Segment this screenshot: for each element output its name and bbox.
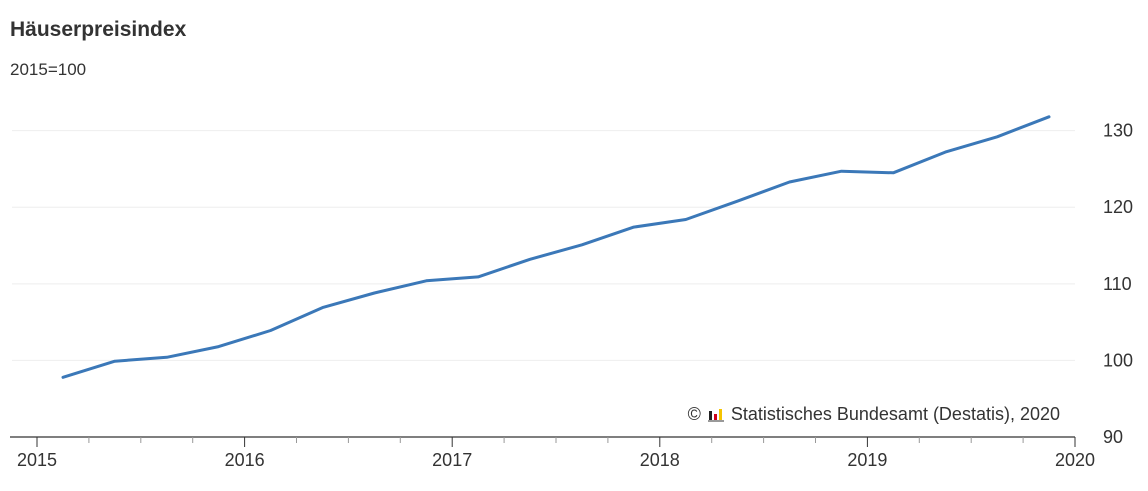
data-point[interactable]: [474, 273, 482, 281]
data-point[interactable]: [318, 304, 326, 312]
data-point[interactable]: [889, 169, 897, 177]
grid-lines: [12, 130, 1075, 361]
series-layer: [59, 113, 1053, 381]
data-point[interactable]: [215, 343, 223, 351]
series-line: [61, 115, 1051, 379]
x-tick-label: 2015: [17, 450, 57, 470]
data-point[interactable]: [993, 133, 1001, 141]
x-tick-label: 2018: [640, 450, 680, 470]
y-tick-label: 130: [1103, 121, 1133, 141]
data-point[interactable]: [734, 197, 742, 205]
data-point[interactable]: [267, 327, 275, 335]
data-point[interactable]: [59, 373, 67, 381]
x-axis: [10, 436, 1076, 447]
x-tick-label: 2017: [432, 450, 472, 470]
data-point[interactable]: [941, 148, 949, 156]
y-tick-label: 90: [1103, 427, 1123, 447]
credit-text: Statistisches Bundesamt (Destatis), 2020: [730, 404, 1060, 424]
data-point[interactable]: [422, 277, 430, 285]
y-tick-label: 120: [1103, 197, 1133, 217]
chart-title: Häuserpreisindex: [10, 18, 187, 41]
tick-labels: 90 100 110 120 130 2015 2016 2017 2018 2019 2020: [17, 121, 1133, 470]
data-point[interactable]: [1045, 113, 1053, 121]
y-tick-label: 100: [1103, 350, 1133, 370]
data-point[interactable]: [786, 178, 794, 186]
data-point[interactable]: [526, 255, 534, 263]
destatis-logo-icon: [707, 408, 724, 422]
data-point[interactable]: [630, 223, 638, 231]
data-point[interactable]: [370, 289, 378, 297]
data-point[interactable]: [111, 357, 119, 365]
data-point[interactable]: [682, 215, 690, 223]
data-point[interactable]: [837, 167, 845, 175]
chart-subtitle: 2015=100: [10, 60, 87, 79]
copyright-symbol: ©: [687, 404, 701, 424]
data-point[interactable]: [163, 353, 171, 361]
data-point[interactable]: [578, 241, 586, 249]
x-tick-label: 2019: [847, 450, 887, 470]
x-tick-label: 2020: [1055, 450, 1095, 470]
source-credit: © Statistisches Bundesamt (Destatis), 20…: [688, 404, 1060, 425]
y-tick-label: 110: [1103, 274, 1132, 294]
x-tick-label: 2016: [225, 450, 265, 470]
